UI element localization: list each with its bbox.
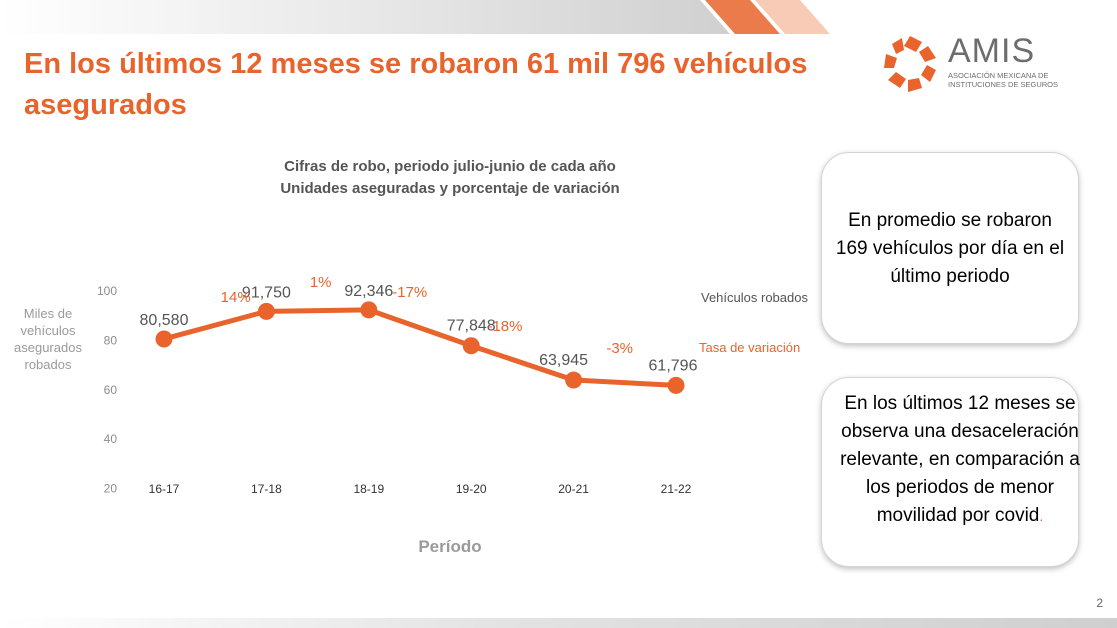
logo-subtitle-line2: Instituciones de Seguros xyxy=(948,80,1059,89)
variation-label-0: 14% xyxy=(221,289,251,306)
chart-title-line1: Cifras de robo, periodo julio-junio de c… xyxy=(284,158,616,175)
data-label-4: 63,945 xyxy=(539,352,588,369)
amis-logo: AMIS Asociación Mexicana de Institucione… xyxy=(878,32,1098,96)
data-point-4 xyxy=(565,371,583,389)
variation-label-3: -18% xyxy=(487,318,522,335)
data-point-1 xyxy=(257,302,275,320)
y-axis-label-line-3: robados xyxy=(25,357,72,372)
y-tick-label-2: 60 xyxy=(104,383,118,397)
logo-name: AMIS xyxy=(948,32,1036,70)
data-point-5 xyxy=(667,376,685,394)
y-tick-label-1: 40 xyxy=(104,432,118,446)
top-decorative-bar xyxy=(0,0,830,34)
bottom-decorative-bar xyxy=(0,618,1117,628)
y-tick-label-4: 100 xyxy=(97,284,117,298)
info-box-deceleration-text: En los últimos 12 meses se observa una d… xyxy=(840,393,1080,526)
page-number: 2 xyxy=(1096,596,1103,610)
series-line-vehiculos-robados xyxy=(161,307,679,388)
data-point-2 xyxy=(360,301,378,319)
page-title: En los últimos 12 meses se robaron 61 mi… xyxy=(24,48,808,121)
x-tick-label-3: 19-20 xyxy=(456,482,487,496)
series-name-label: Vehículos robados xyxy=(701,290,808,305)
x-tick-label-2: 18-19 xyxy=(353,482,384,496)
x-tick-label-1: 17-18 xyxy=(251,482,282,496)
chart-title: Cifras de robo, periodo julio-junio de c… xyxy=(200,156,700,200)
info-box-deceleration-period: . xyxy=(1039,508,1044,524)
variation-label-2: -17% xyxy=(392,284,427,301)
y-axis-label-line-0: Miles de xyxy=(24,306,72,321)
data-point-0 xyxy=(155,330,173,348)
info-box-deceleration-text-wrapper: En los últimos 12 meses se observa una d… xyxy=(828,390,1092,530)
chart-title-line2: Unidades aseguradas y porcentaje de vari… xyxy=(280,180,620,197)
y-axis-label-line-1: vehículos xyxy=(21,323,76,338)
y-tick-label-3: 80 xyxy=(104,333,118,347)
y-axis-label-line-2: asegurados xyxy=(14,340,82,355)
info-box-daily-average-text: En promedio se robaron 169 vehículos por… xyxy=(835,210,1065,287)
data-label-1: 91,750 xyxy=(242,284,291,301)
info-box-daily-average: En promedio se robaron 169 vehículos por… xyxy=(821,152,1079,344)
logo-subtitle-line1: Asociación Mexicana de xyxy=(948,71,1049,80)
amis-logo-icon xyxy=(884,36,936,92)
x-tick-label-0: 16-17 xyxy=(149,482,180,496)
logo-subtitle: Asociación Mexicana de Instituciones de … xyxy=(948,71,1068,89)
info-box-deceleration: En los últimos 12 meses se observa una d… xyxy=(821,377,1080,567)
data-point-3 xyxy=(462,337,480,355)
data-label-0: 80,580 xyxy=(140,312,189,329)
data-label-5: 61,796 xyxy=(649,357,698,374)
variation-name-label: Tasa de variación xyxy=(699,340,800,355)
variation-label-4: -3% xyxy=(606,340,633,357)
data-label-3: 77,848 xyxy=(447,318,496,335)
data-label-2: 92,346 xyxy=(344,283,393,300)
line-chart: 20 40 60 80 100 Miles de vehículos asegurados ro… xyxy=(14,274,808,556)
x-tick-label-4: 20-21 xyxy=(558,482,589,496)
y-tick-label-0: 20 xyxy=(104,482,118,496)
x-axis-title: Período xyxy=(418,537,481,556)
variation-label-1: 1% xyxy=(310,274,332,291)
x-tick-label-5: 21-22 xyxy=(661,482,692,496)
